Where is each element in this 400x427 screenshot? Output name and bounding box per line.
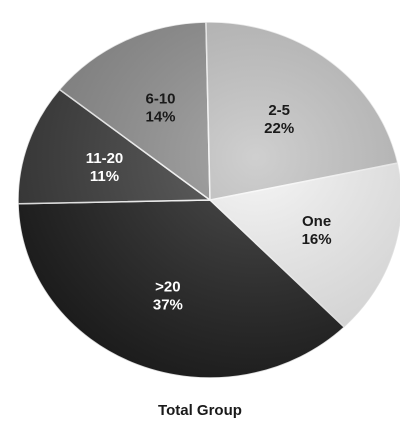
- slice-label: 6-10 14%: [145, 91, 175, 126]
- slice-percent: 37%: [153, 297, 183, 314]
- slice-percent: 14%: [145, 109, 175, 126]
- slice-label: One 16%: [302, 213, 332, 248]
- slice-category: One: [302, 213, 331, 230]
- slice-percent: 11%: [90, 168, 119, 185]
- slice-percent: 16%: [302, 231, 332, 248]
- slice-label: 11-20 11%: [86, 150, 124, 185]
- slice-category: 11-20: [86, 150, 124, 167]
- slice-category: 6-10: [145, 91, 175, 108]
- slice-percent: 22%: [264, 120, 294, 137]
- slice-category: >20: [155, 279, 180, 296]
- slice-label: >20 37%: [153, 279, 183, 314]
- slice-label: 2-5 22%: [264, 102, 294, 137]
- slice-category: 2-5: [268, 102, 290, 119]
- chart-title: Total Group: [158, 402, 242, 419]
